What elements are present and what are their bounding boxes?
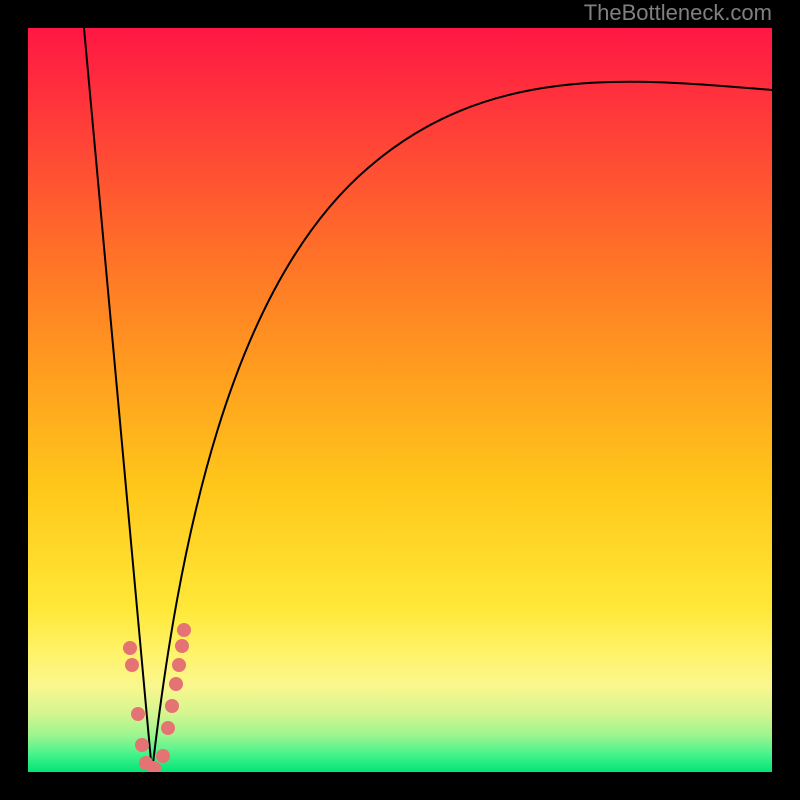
curve-right-branch — [152, 82, 772, 772]
data-marker — [123, 641, 137, 655]
plot-area — [28, 28, 772, 772]
chart-curves — [28, 28, 772, 772]
curve-left-branch — [84, 28, 152, 772]
data-marker — [175, 639, 189, 653]
data-marker — [125, 658, 139, 672]
watermark-text: TheBottleneck.com — [584, 0, 772, 26]
data-marker — [165, 699, 179, 713]
data-marker — [161, 721, 175, 735]
data-marker — [177, 623, 191, 637]
data-marker — [172, 658, 186, 672]
data-marker — [135, 738, 149, 752]
data-marker — [131, 707, 145, 721]
data-marker — [156, 749, 170, 763]
data-marker — [169, 677, 183, 691]
